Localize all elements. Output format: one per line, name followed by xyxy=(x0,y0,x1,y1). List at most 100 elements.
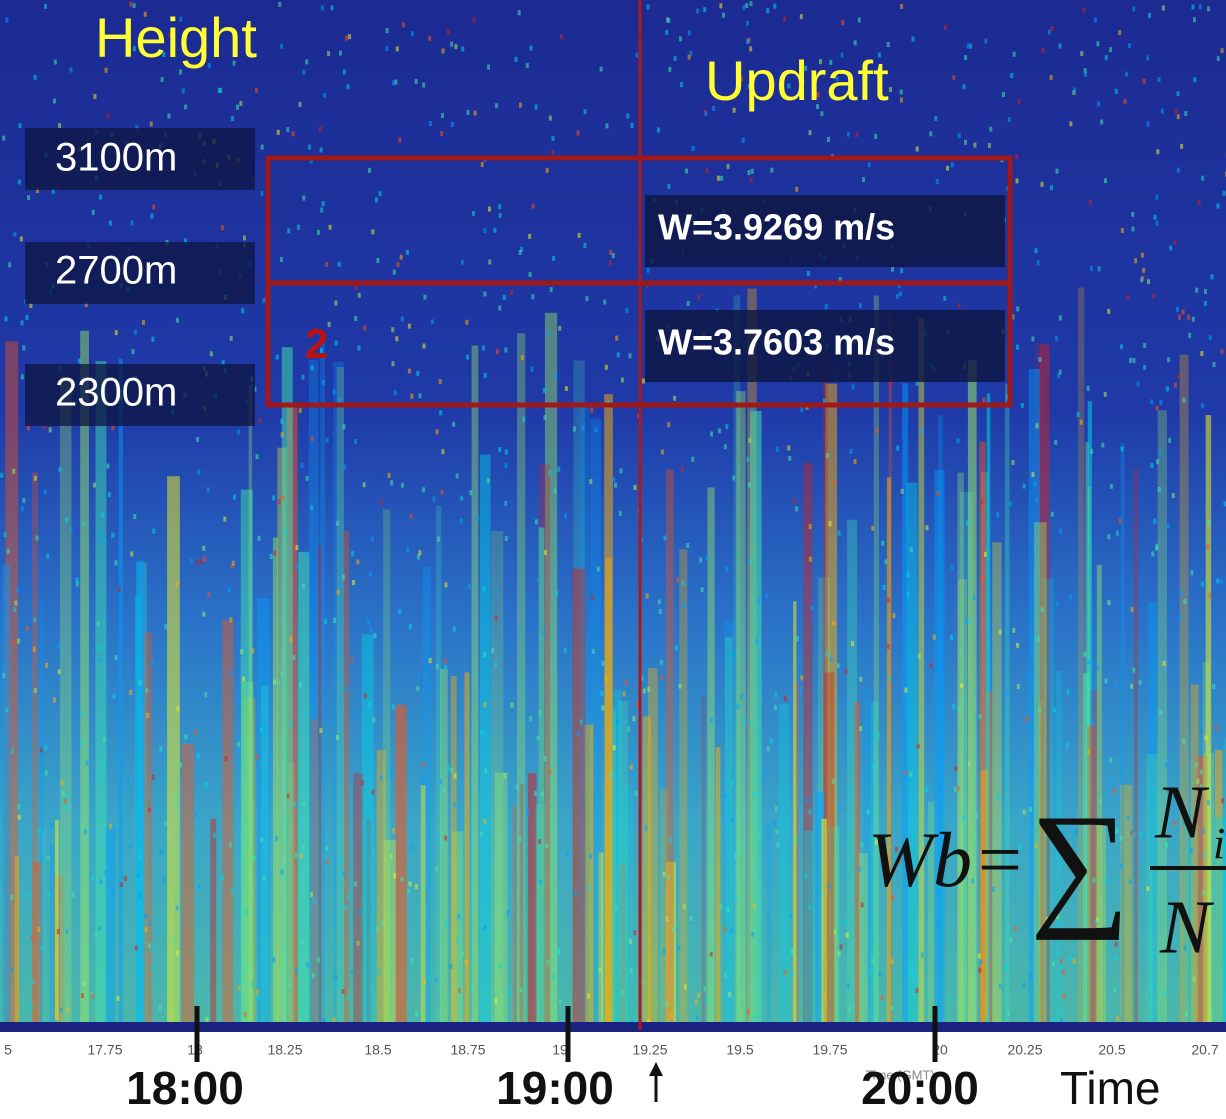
speckle xyxy=(309,158,313,164)
speckle xyxy=(376,257,380,263)
speckle xyxy=(576,730,580,736)
speckle xyxy=(325,261,329,267)
speckle xyxy=(16,638,20,644)
speckle xyxy=(1045,917,1049,923)
speckle xyxy=(438,379,442,385)
streak xyxy=(1190,684,1199,1022)
streak xyxy=(863,687,872,1022)
speckle xyxy=(480,730,484,736)
streak xyxy=(1214,817,1226,1022)
speckle xyxy=(38,828,42,834)
speckle xyxy=(1022,809,1026,815)
speckle xyxy=(691,456,695,462)
speckle xyxy=(788,912,792,918)
speckle xyxy=(946,165,950,171)
speckle xyxy=(341,989,345,995)
speckle xyxy=(112,889,116,895)
speckle xyxy=(795,186,799,192)
speckle xyxy=(723,793,727,799)
speckle xyxy=(750,408,754,414)
speckle xyxy=(395,336,399,342)
speckle xyxy=(422,761,426,767)
speckle xyxy=(554,373,558,379)
speckle xyxy=(845,932,849,938)
speckle xyxy=(12,468,16,474)
speckle xyxy=(483,818,487,824)
speckle xyxy=(275,835,279,841)
speckle xyxy=(1196,778,1200,784)
speckle xyxy=(971,878,975,884)
speckle xyxy=(952,704,956,710)
speckle xyxy=(504,500,508,506)
speckle xyxy=(548,768,552,774)
streak xyxy=(886,477,892,1023)
speckle xyxy=(352,711,356,717)
speckle xyxy=(428,658,432,664)
speckle xyxy=(823,993,827,999)
speckle xyxy=(835,76,839,82)
speckle xyxy=(316,957,320,963)
speckle xyxy=(254,87,258,93)
speckle xyxy=(753,1014,757,1020)
speckle xyxy=(1062,993,1066,999)
speckle xyxy=(357,345,361,351)
streak xyxy=(827,826,840,1022)
streak xyxy=(1043,578,1054,1022)
axis-title: Time (GMT) xyxy=(865,1067,935,1082)
speckle xyxy=(1090,720,1094,726)
speckle xyxy=(1115,828,1119,834)
speckle xyxy=(538,839,542,845)
speckle xyxy=(668,837,672,843)
speckle xyxy=(1167,523,1171,529)
speckle xyxy=(130,220,134,226)
speckle xyxy=(875,428,879,434)
speckle xyxy=(93,94,97,100)
speckle xyxy=(898,291,902,297)
speckle xyxy=(367,702,371,708)
speckle xyxy=(202,545,206,551)
speckle xyxy=(150,946,154,952)
speckle xyxy=(257,994,261,1000)
speckle xyxy=(498,447,502,453)
speckle xyxy=(373,633,377,639)
streak xyxy=(1214,750,1223,1022)
speckle xyxy=(409,845,413,851)
speckle xyxy=(94,932,98,938)
speckle xyxy=(827,883,831,889)
speckle xyxy=(904,687,908,693)
speckle xyxy=(916,743,920,749)
streak xyxy=(383,509,391,1023)
speckle xyxy=(635,701,639,707)
speckle xyxy=(342,424,346,430)
speckle xyxy=(291,131,295,137)
speckle xyxy=(300,462,304,468)
speckle xyxy=(197,469,201,475)
speckle xyxy=(712,105,716,111)
speckle xyxy=(1076,412,1080,418)
speckle xyxy=(1182,738,1186,744)
speckle xyxy=(799,14,803,20)
speckle xyxy=(1182,397,1186,403)
speckle xyxy=(287,228,291,234)
speckle xyxy=(548,470,552,476)
speckle xyxy=(79,740,83,746)
streak xyxy=(572,568,586,1022)
speckle xyxy=(1100,119,1104,125)
speckle xyxy=(910,619,914,625)
speckle xyxy=(289,721,293,727)
speckle xyxy=(430,319,434,325)
speckle xyxy=(464,960,468,966)
speckle xyxy=(46,855,50,861)
speckle xyxy=(1173,239,1177,245)
speckle xyxy=(804,872,808,878)
speckle xyxy=(369,627,373,633)
speckle xyxy=(1175,306,1179,312)
speckle xyxy=(539,879,543,885)
speckle xyxy=(633,1017,637,1023)
streak xyxy=(803,462,813,1022)
streak xyxy=(967,359,977,1022)
speckle xyxy=(102,736,106,742)
speckle xyxy=(363,325,367,331)
speckle xyxy=(1022,483,1026,489)
speckle xyxy=(1120,228,1124,234)
